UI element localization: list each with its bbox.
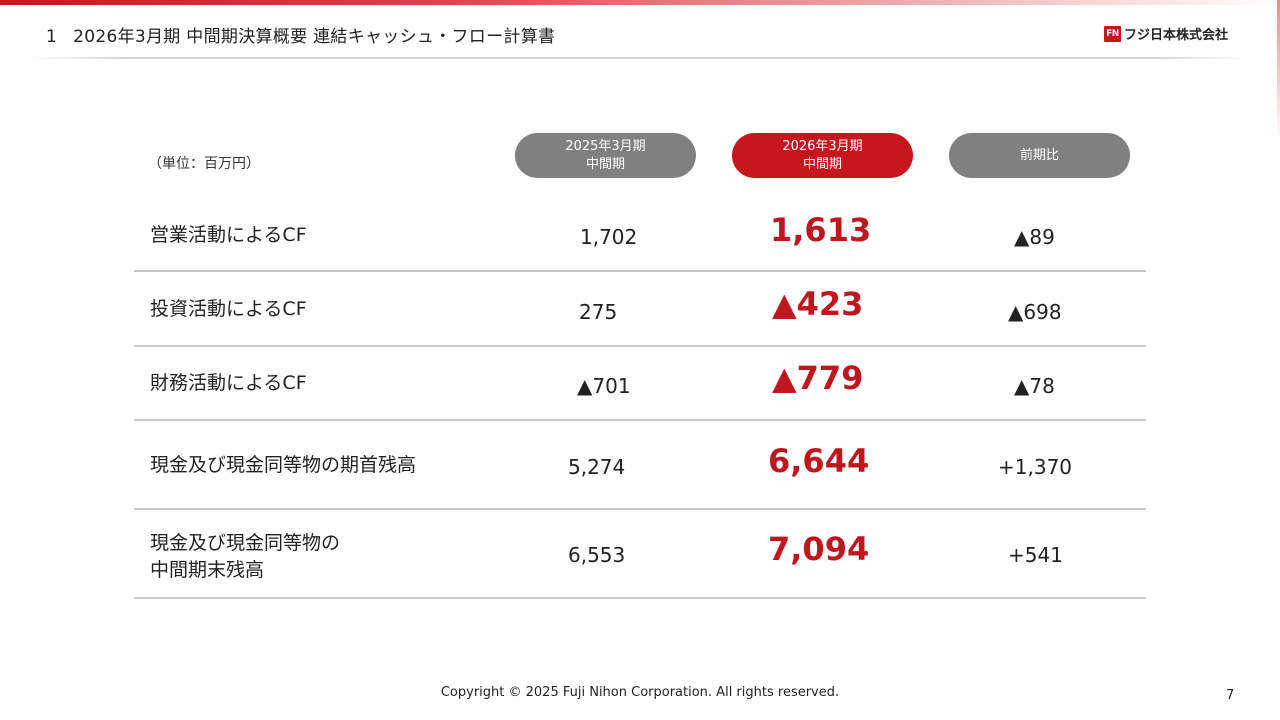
section-number: 1 [46,27,58,47]
row-label: 投資活動によるCF [150,298,307,320]
company-name: フジ日本株式会社 [1124,28,1229,43]
prev-period-value: 5,274 [568,455,626,479]
current-period-value: 1,613 [770,211,872,249]
unit-label: （単位：百万円） [148,156,260,172]
row-label-line2: 中間期末残高 [150,559,265,581]
yoy-change-value: ▲698 [1008,300,1062,324]
row-label-line1: 現金及び現金同等物の [150,532,341,554]
current-period-value: 7,094 [768,530,870,568]
column-header-line2: 中間期 [585,156,625,172]
column-header-line2: 中間期 [802,156,842,172]
prev-period-value: 1,702 [580,225,638,249]
row-label: 財務活動によるCF [150,372,307,394]
yoy-change-value: ▲89 [1014,225,1055,249]
prev-period-value: 275 [579,300,618,324]
current-period-value: ▲779 [772,359,864,397]
column-header-line1: 2025年3月期 [565,138,646,154]
yoy-change-value: +1,370 [998,455,1073,479]
table-row-closing-balance: 現金及び現金同等物の 中間期末残高 6,553 7,094 +541 [134,510,1146,599]
page-title-text: 2026年3月期 中間期決算概要 連結キャッシュ・フロー計算書 [73,27,556,47]
row-label: 現金及び現金同等物の期首残高 [150,454,417,476]
column-header-prev-period: 2025年3月期 中間期 [515,133,696,178]
copyright-notice: Copyright © 2025 Fuji Nihon Corporation.… [440,685,840,700]
yoy-change-value: +541 [1008,543,1063,567]
column-header-yoy: 前期比 [949,133,1130,178]
yoy-change-value: ▲78 [1014,374,1055,398]
prev-period-value: ▲701 [577,374,631,398]
column-header-line1: 前期比 [1019,147,1059,163]
prev-period-value: 6,553 [568,543,626,567]
column-header-line1: 2026年3月期 [782,138,863,154]
table-row-operating-cf: 営業活動によるCF 1,702 1,613 ▲89 [134,198,1146,272]
logo-mark-icon: FN [1104,25,1121,42]
current-period-value: 6,644 [768,442,870,480]
table-row-financing-cf: 財務活動によるCF ▲701 ▲779 ▲78 [134,347,1146,421]
top-accent-bar [0,0,1280,5]
company-logo: FN フジ日本株式会社 [1104,24,1228,43]
current-period-value: ▲423 [772,285,864,323]
right-edge-accent [1277,0,1280,140]
header-divider [30,57,1248,59]
page-title: 1 2026年3月期 中間期決算概要 連結キャッシュ・フロー計算書 [46,22,555,47]
table-row-opening-balance: 現金及び現金同等物の期首残高 5,274 6,644 +1,370 [134,421,1146,510]
table-row-investing-cf: 投資活動によるCF 275 ▲423 ▲698 [134,272,1146,347]
row-label: 営業活動によるCF [150,224,307,246]
column-header-current-period: 2026年3月期 中間期 [732,133,913,178]
page-number: 7 [1226,688,1235,703]
